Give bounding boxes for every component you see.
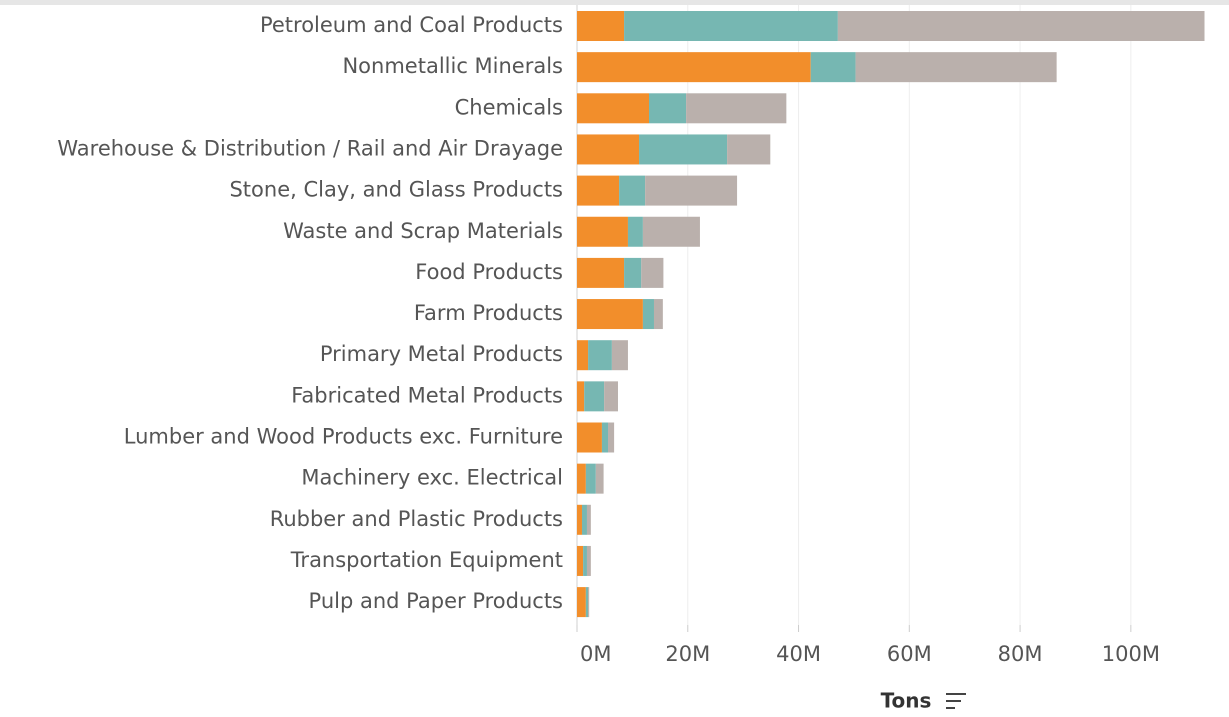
x-axis-title: Tons — [881, 689, 932, 713]
bar-segment — [649, 93, 687, 124]
bar-segment — [619, 175, 646, 206]
x-tick-label: 20M — [665, 642, 710, 666]
y-tick-label: Petroleum and Coal Products — [260, 13, 563, 37]
bar-segment — [608, 422, 615, 453]
y-tick-label: Nonmetallic Minerals — [342, 54, 563, 78]
y-tick-label: Waste and Scrap Materials — [283, 219, 563, 243]
bar-segment — [581, 504, 587, 535]
y-tick-label: Warehouse & Distribution / Rail and Air … — [57, 136, 563, 160]
y-tick-label: Primary Metal Products — [320, 342, 563, 366]
bar-segment — [583, 545, 587, 576]
bar-segment — [837, 11, 1205, 41]
bar-segment — [577, 11, 625, 41]
bar-segment — [642, 216, 700, 247]
x-tick-label: 80M — [998, 642, 1043, 666]
bar-segment — [577, 216, 628, 247]
y-tick-label: Stone, Clay, and Glass Products — [229, 178, 563, 202]
bar-segment — [588, 587, 590, 618]
bar-segment — [686, 93, 787, 124]
bar-segment — [577, 299, 643, 330]
bar-segment — [642, 299, 654, 330]
bar-segment — [584, 381, 605, 412]
bar-segment — [627, 216, 643, 247]
bar-segment — [577, 134, 640, 165]
bar-segment — [595, 463, 604, 494]
bar-segment — [577, 257, 625, 288]
y-tick-label: Fabricated Metal Products — [291, 383, 563, 407]
bar-segment — [577, 93, 649, 124]
x-tick-label: 0M — [580, 642, 611, 666]
bar-segment — [641, 257, 664, 288]
bar-segment — [624, 11, 838, 41]
bar-segment — [586, 545, 591, 576]
bar-segment — [585, 463, 596, 494]
bar-segment — [624, 257, 642, 288]
bar-segment — [727, 134, 771, 165]
bar-segment — [611, 340, 628, 371]
bar-segment — [577, 463, 586, 494]
y-tick-label: Chemicals — [455, 95, 563, 119]
bar-segment — [653, 299, 663, 330]
bar-segment — [577, 422, 602, 453]
y-tick-label: Rubber and Plastic Products — [270, 507, 563, 531]
bar-segment — [577, 340, 589, 371]
bar-segment — [604, 381, 618, 412]
bar-segment — [645, 175, 738, 206]
bar-segment — [588, 340, 612, 371]
bar-segment — [577, 175, 620, 206]
bar-segment — [810, 52, 856, 83]
y-tick-label: Lumber and Wood Products exc. Furniture — [124, 425, 563, 449]
x-tick-label: 40M — [776, 642, 821, 666]
bar-segment — [577, 381, 585, 412]
bar-segment — [601, 422, 609, 453]
y-tick-label: Transportation Equipment — [290, 548, 563, 572]
y-tick-label: Food Products — [415, 260, 563, 284]
x-tick-label: 60M — [887, 642, 932, 666]
bar-segment — [577, 504, 582, 535]
sort-icon[interactable] — [946, 693, 966, 709]
bar-segment — [855, 52, 1057, 83]
y-tick-label: Pulp and Paper Products — [309, 589, 563, 613]
bar-segment — [577, 52, 811, 83]
bar-segment — [639, 134, 728, 165]
bar-segment — [585, 587, 589, 618]
bar-segment — [586, 504, 591, 535]
bar-segment — [577, 545, 584, 576]
top-strip — [0, 0, 1229, 5]
bar-segment — [577, 587, 586, 618]
y-tick-label: Farm Products — [414, 301, 563, 325]
y-tick-label: Machinery exc. Electrical — [301, 466, 563, 490]
x-tick-label: 100M — [1102, 642, 1160, 666]
